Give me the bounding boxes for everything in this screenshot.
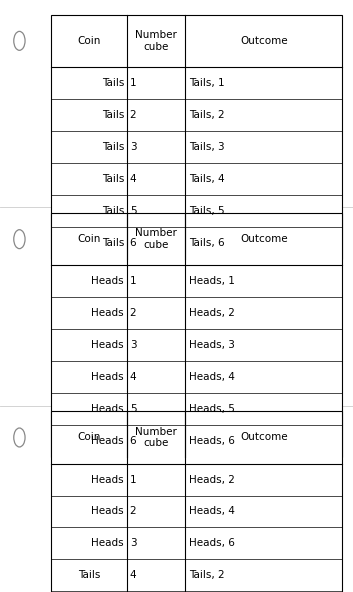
Text: Heads, 5: Heads, 5	[189, 404, 234, 414]
Text: Heads: Heads	[91, 372, 124, 382]
Text: Tails, 2: Tails, 2	[189, 571, 224, 580]
Text: 2: 2	[130, 507, 136, 516]
Text: 3: 3	[130, 340, 136, 350]
Text: 1: 1	[130, 78, 136, 88]
Text: Number
cube: Number cube	[135, 229, 177, 250]
Text: Heads, 1: Heads, 1	[189, 276, 234, 286]
Text: Heads: Heads	[91, 308, 124, 318]
Text: Number
cube: Number cube	[135, 30, 177, 52]
Text: 4: 4	[130, 372, 136, 382]
Text: Number
cube: Number cube	[135, 427, 177, 448]
Text: Tails, 5: Tails, 5	[189, 206, 224, 215]
Bar	[51, 15, 342, 259]
Text: Outcome: Outcome	[240, 234, 288, 244]
Text: Heads, 2: Heads, 2	[189, 475, 234, 484]
Text: Heads: Heads	[91, 475, 124, 484]
Text: Heads, 6: Heads, 6	[189, 436, 234, 446]
Text: Tails: Tails	[102, 174, 124, 184]
Bar	[51, 411, 342, 592]
Text: 5: 5	[130, 206, 136, 215]
Text: 4: 4	[130, 174, 136, 184]
Text: Tails: Tails	[102, 78, 124, 88]
Text: Heads, 6: Heads, 6	[189, 539, 234, 548]
Text: Tails, 4: Tails, 4	[189, 174, 224, 184]
Text: Coin: Coin	[77, 433, 101, 442]
Text: Tails: Tails	[78, 571, 100, 580]
Text: Heads, 3: Heads, 3	[189, 340, 234, 350]
Text: Heads: Heads	[91, 276, 124, 286]
Text: Coin: Coin	[77, 234, 101, 244]
Text: Tails: Tails	[102, 142, 124, 152]
Text: Heads: Heads	[91, 436, 124, 446]
Text: 3: 3	[130, 142, 136, 152]
Text: 2: 2	[130, 110, 136, 120]
Text: Outcome: Outcome	[240, 433, 288, 442]
Text: 6: 6	[130, 436, 136, 446]
Text: Tails: Tails	[102, 238, 124, 247]
Text: Heads: Heads	[91, 507, 124, 516]
Text: Coin: Coin	[77, 36, 101, 46]
Text: Tails, 6: Tails, 6	[189, 238, 224, 247]
Text: 2: 2	[130, 308, 136, 318]
Text: 3: 3	[130, 539, 136, 548]
Text: Heads, 2: Heads, 2	[189, 308, 234, 318]
Text: Heads: Heads	[91, 404, 124, 414]
Text: Heads, 4: Heads, 4	[189, 372, 234, 382]
Text: Tails: Tails	[102, 206, 124, 215]
Text: 5: 5	[130, 404, 136, 414]
Text: Outcome: Outcome	[240, 36, 288, 46]
Text: 6: 6	[130, 238, 136, 247]
Text: Heads: Heads	[91, 539, 124, 548]
Text: 1: 1	[130, 276, 136, 286]
Text: Heads: Heads	[91, 340, 124, 350]
Text: Tails, 2: Tails, 2	[189, 110, 224, 120]
Text: Tails, 3: Tails, 3	[189, 142, 224, 152]
Text: Heads, 4: Heads, 4	[189, 507, 234, 516]
Text: 1: 1	[130, 475, 136, 484]
Text: Tails: Tails	[102, 110, 124, 120]
Text: Tails, 1: Tails, 1	[189, 78, 224, 88]
Text: 4: 4	[130, 571, 136, 580]
Bar	[51, 213, 342, 457]
